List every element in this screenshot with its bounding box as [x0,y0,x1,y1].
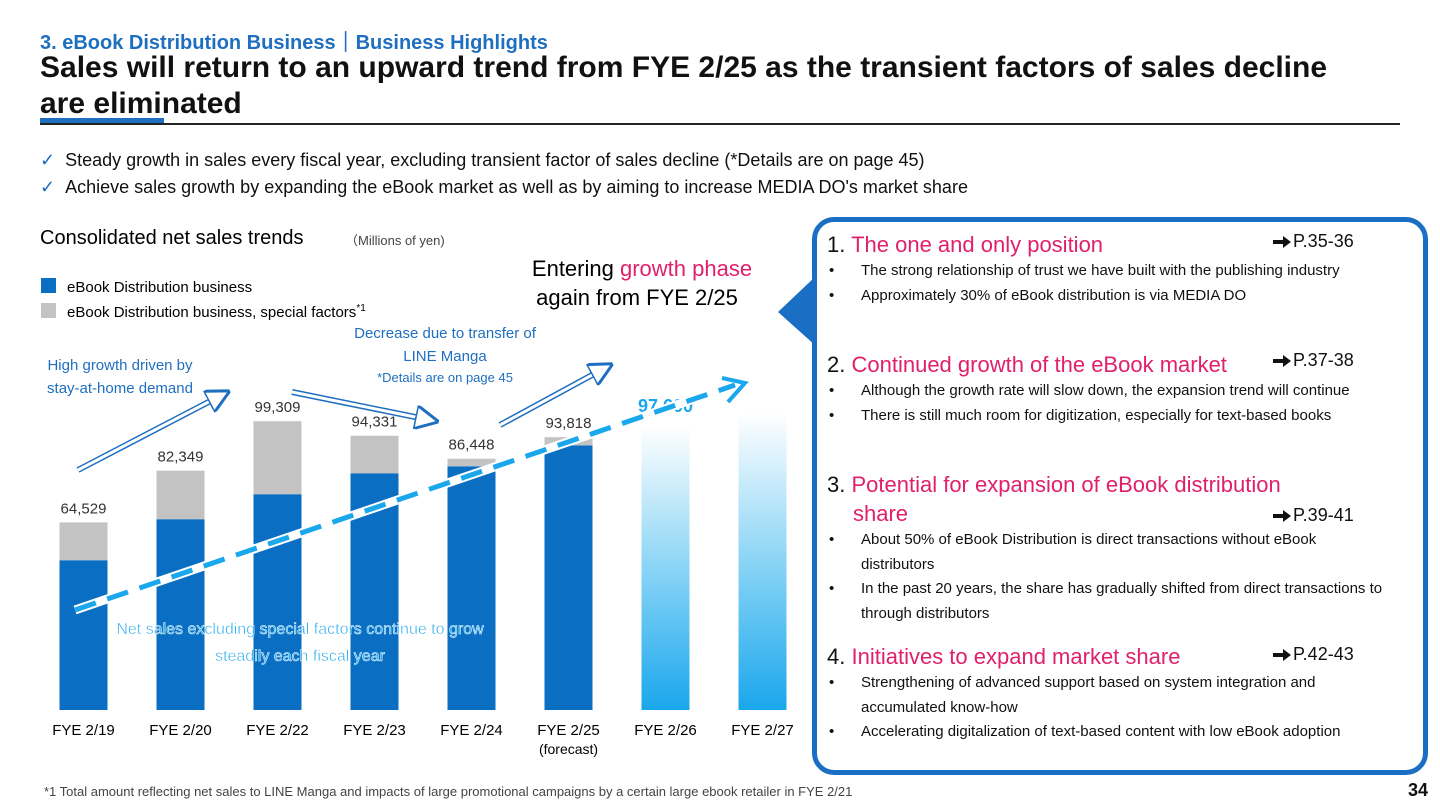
panel-item: 3. Potential for expansion of eBook dist… [827,470,1387,626]
annotation-box: Net sales excluding special factors cont… [116,621,484,666]
x-tick-label: FYE 2/23 [343,722,406,739]
bullet: Strengthening of advanced support based … [827,671,1387,720]
check-text: Steady growth in sales every fiscal year… [65,150,925,170]
bar-segment [59,560,108,710]
item-title: Potential for expansion of eBook distrib… [851,472,1281,526]
page-ref: P.37-38 [1272,350,1354,371]
bar-segment [447,458,496,467]
bar-segment [447,466,496,710]
page-ref-text: P.37-38 [1293,350,1354,370]
bar-segment [59,522,108,561]
panel-item: 2. Continued growth of the eBook marketA… [827,350,1387,428]
annotation: Decrease due to transfer of LINE Manga [354,325,536,365]
arrows [73,368,749,615]
annotation: growth phase [620,256,752,281]
legend-swatch [41,278,56,293]
annotation-box: High growth driven by stay-at-home deman… [47,357,193,397]
bullet: In the past 20 years, the share has grad… [827,577,1387,626]
title-accent [40,118,164,124]
legend-swatch [41,303,56,318]
x-tick-label: FYE 2/22 [246,722,309,739]
check-text: Achieve sales growth by expanding the eB… [65,177,968,197]
legend-text: eBook Distribution business, special fac… [67,304,356,321]
annotation-box: Decrease due to transfer of LINE Manga [354,325,536,365]
bullet: Accelerating digitalization of text-base… [827,720,1387,745]
ref-arrow [1273,649,1291,661]
forecast-bar [738,413,787,710]
page-ref: P.42-43 [1272,644,1354,665]
annotation: Entering growth phase [532,256,752,281]
item-title: The one and only position [851,232,1104,257]
bar-segment [253,494,302,710]
x-tick-label: FYE 2/25 [537,722,600,739]
bullet: Although the growth rate will slow down,… [827,379,1387,404]
legend-label: eBook Distribution business, special fac… [67,303,366,321]
ref-arrow [1273,510,1291,522]
item-title: Continued growth of the eBook market [851,352,1227,377]
page-ref: P.35-36 [1272,231,1354,252]
legend-footnote: *1 [356,303,366,314]
panel-item: 4. Initiatives to expand market shareStr… [827,642,1387,745]
bullet: About 50% of eBook Distribution is direc… [827,528,1387,577]
chart: Consolidated net sales trends （Millions … [40,227,794,757]
bar-segment [350,435,399,474]
footnote: *1 Total amount reflecting net sales to … [44,784,853,799]
highlights-panel: 1. The one and only positionThe strong r… [812,217,1428,775]
page-ref-text: P.39-41 [1293,505,1354,525]
bullet: The strong relationship of trust we have… [827,259,1387,284]
check-item: ✓ Achieve sales growth by expanding the e… [40,177,968,197]
item-number: 3. [827,472,846,497]
annotation: Entering [532,256,614,281]
slide-title: Sales will return to an upward trend fro… [40,51,1328,120]
section-title: 3. eBook Distribution Business｜Business … [40,32,548,54]
panel-item: 1. The one and only positionThe strong r… [827,230,1387,308]
page-ref: P.39-41 [1272,505,1354,526]
item-title: Initiatives to expand market share [851,644,1181,669]
ref-arrow [1273,236,1291,248]
item-heading: 4. Initiatives to expand market share [827,642,1333,671]
legend-label: eBook Distribution business [67,279,252,296]
item-number: 1. [827,232,846,257]
item-number: 2. [827,352,846,377]
legend-text: eBook Distribution business [67,279,252,296]
bar-segment [156,470,205,520]
x-tick-note: (forecast) [539,741,598,757]
chart-title: Consolidated net sales trends [40,227,304,249]
x-tick-label: FYE 2/26 [634,722,697,739]
page-number: 34 [1408,780,1429,800]
ref-arrow [1273,355,1291,367]
unit-label: （Millions of yen) [345,233,445,248]
bars: eBook Distribution business eBook Distrib… [41,278,794,757]
check-item: ✓ Steady growth in sales every fiscal yea… [40,150,925,170]
annotation: again from FYE 2/25 [536,285,738,310]
item-heading: 1. The one and only position [827,230,1333,259]
value-label: 64,529 [61,500,107,517]
bullet: There is still much room for digitizatio… [827,404,1387,429]
x-tick-label: FYE 2/24 [440,722,503,739]
annotation: Net sales excluding special factors cont… [116,621,484,666]
title-rule [40,123,1400,125]
x-tick-label: FYE 2/27 [731,722,794,739]
x-tick-label: FYE 2/19 [52,722,115,739]
bar-segment [253,421,302,495]
value-label: 86,448 [449,437,495,454]
annotation: *Details are on page 45 [377,370,513,385]
value-label: 99,309 [255,399,301,416]
panel-pointer [778,276,816,346]
bar-segment [156,519,205,710]
forecast-bar [641,426,690,710]
value-label: 93,818 [546,415,592,432]
value-label: 82,349 [158,449,204,466]
value-label: 94,331 [352,414,398,431]
page-ref-text: P.35-36 [1293,231,1354,251]
item-number: 4. [827,644,846,669]
bullet: Approximately 30% of eBook distribution … [827,284,1387,309]
item-heading: 2. Continued growth of the eBook market [827,350,1333,379]
item-heading: 3. Potential for expansion of eBook dist… [827,470,1333,528]
annotation: High growth driven by stay-at-home deman… [47,357,193,397]
page-ref-text: P.42-43 [1293,644,1354,664]
bar-segment [544,445,593,710]
x-tick-label: FYE 2/20 [149,722,212,739]
